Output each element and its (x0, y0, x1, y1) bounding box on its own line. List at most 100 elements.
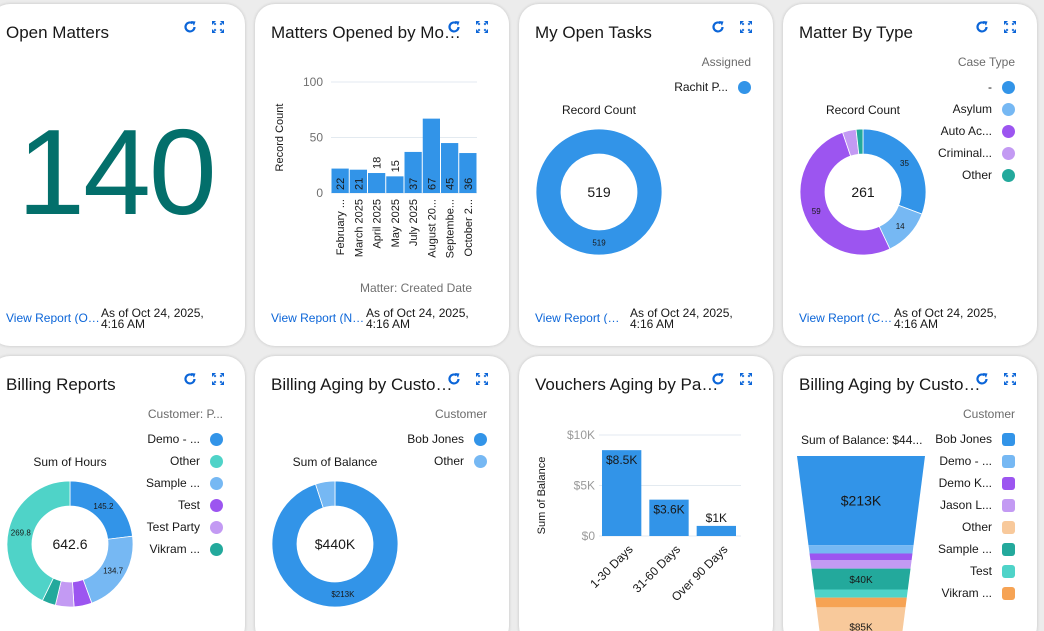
refresh-icon[interactable] (975, 20, 989, 34)
bar[interactable] (696, 525, 736, 536)
bar[interactable] (331, 168, 349, 193)
legend-item[interactable]: Auto Ac... (938, 120, 1015, 142)
bar-value-label: 21 (353, 178, 365, 190)
y-tick-label: $5K (574, 479, 595, 493)
refresh-icon[interactable] (975, 372, 989, 386)
bar[interactable] (386, 176, 404, 193)
view-report-link[interactable]: View Report (C… (799, 311, 893, 324)
bar[interactable] (368, 173, 386, 193)
expand-icon[interactable] (1003, 372, 1017, 386)
legend-item[interactable]: Criminal... (938, 142, 1015, 164)
chart-caption: Sum of Balance: $44... (801, 433, 923, 447)
slice-label: 145.2 (93, 502, 114, 511)
refresh-icon[interactable] (711, 372, 725, 386)
bar[interactable] (459, 153, 477, 193)
legend-item[interactable]: Asylum (938, 98, 1015, 120)
refresh-icon[interactable] (447, 372, 461, 386)
refresh-icon[interactable] (711, 20, 725, 34)
legend-swatch (474, 432, 487, 446)
donut-slice[interactable] (862, 128, 927, 215)
view-report-link[interactable]: View Report (… (535, 311, 620, 324)
as-of-line2: 4:16 AM (366, 317, 411, 331)
matter-type-donut: 35 14 59 261 (799, 128, 927, 256)
card-actions (975, 372, 1017, 386)
legend-label: Criminal... (937, 146, 992, 160)
legend-item[interactable]: Demo - ... (935, 450, 1015, 472)
legend-swatch (210, 476, 223, 490)
funnel-segment[interactable] (811, 568, 911, 590)
legend-item[interactable]: Other (935, 516, 1015, 538)
refresh-icon[interactable] (447, 20, 461, 34)
legend-item[interactable]: Test (935, 560, 1015, 582)
legend-label: Rachit P... (674, 80, 728, 94)
card-actions (447, 372, 489, 386)
donut-slice[interactable] (535, 128, 663, 256)
funnel-segment[interactable] (810, 560, 912, 569)
donut-slice[interactable] (855, 128, 864, 155)
as-of-line1: As of Oct 24, 2025, (366, 306, 469, 320)
bar[interactable] (422, 118, 440, 193)
expand-icon[interactable] (211, 20, 225, 34)
funnel-segment[interactable] (816, 607, 906, 631)
view-report-link[interactable]: View Report (O… (6, 311, 100, 324)
funnel-segment[interactable] (815, 597, 907, 608)
legend-label: Other (961, 520, 992, 534)
card-footer: View Report (N… As of Oct 24, 2025, 4:16 … (271, 306, 509, 331)
legend-item[interactable]: Bob Jones (935, 428, 1015, 450)
donut-slice[interactable] (799, 131, 891, 256)
refresh-icon[interactable] (183, 372, 197, 386)
expand-icon[interactable] (475, 20, 489, 34)
as-of-line2: 4:16 AM (894, 317, 939, 331)
legend-item[interactable]: Test Party (146, 516, 223, 538)
bar[interactable] (404, 151, 422, 193)
legend-item[interactable]: Sample ... (146, 472, 223, 494)
legend-item[interactable]: Jason L... (935, 494, 1015, 516)
funnel-segment[interactable] (797, 456, 925, 546)
bar[interactable] (349, 169, 367, 193)
funnel-segment[interactable] (808, 545, 914, 554)
donut-slice[interactable] (315, 480, 336, 509)
expand-icon[interactable] (211, 372, 225, 386)
legend-item[interactable]: - (938, 76, 1015, 98)
expand-icon[interactable] (1003, 20, 1017, 34)
legend-label: Asylum (952, 102, 992, 116)
legend-item[interactable]: Rachit P... (674, 76, 751, 98)
legend-item[interactable]: Demo - ... (146, 428, 223, 450)
legend-label: Other (433, 454, 464, 468)
bar-value-label: 18 (372, 157, 384, 169)
funnel-segment[interactable] (809, 553, 913, 561)
funnel-label: $40K (849, 575, 873, 586)
chart-caption: Sum of Hours (33, 455, 107, 469)
legend-item[interactable]: Other (407, 450, 487, 472)
legend-swatch (210, 542, 223, 556)
legend-swatch (1002, 520, 1015, 534)
expand-icon[interactable] (475, 372, 489, 386)
expand-icon[interactable] (739, 20, 753, 34)
slice-label: 59 (812, 207, 821, 216)
legend: Rachit P... (674, 76, 751, 98)
legend-item[interactable]: Vikram ... (146, 538, 223, 560)
legend-item[interactable]: Demo K... (935, 472, 1015, 494)
legend-swatch (1002, 102, 1015, 116)
legend-label: Jason L... (939, 498, 992, 512)
bar[interactable] (602, 450, 642, 536)
y-tick-label: $10K (567, 428, 595, 442)
bar[interactable] (441, 143, 459, 193)
card-actions (183, 372, 225, 386)
legend-item[interactable]: Other (938, 164, 1015, 186)
donut-slice[interactable] (271, 480, 399, 608)
as-of-line1: As of Oct 24, 2025, (101, 306, 204, 320)
legend-label: Demo - ... (939, 454, 992, 468)
legend-item[interactable]: Other (146, 450, 223, 472)
donut-slice[interactable] (6, 480, 71, 602)
legend-item[interactable]: Sample ... (935, 538, 1015, 560)
legend-item[interactable]: Bob Jones (407, 428, 487, 450)
funnel-segment[interactable] (814, 589, 908, 598)
expand-icon[interactable] (739, 372, 753, 386)
legend-item[interactable]: Test (146, 494, 223, 516)
view-report-link[interactable]: View Report (N… (271, 311, 365, 324)
refresh-icon[interactable] (183, 20, 197, 34)
legend-item[interactable]: Vikram ... (935, 582, 1015, 604)
bar[interactable] (649, 499, 689, 536)
card-actions (711, 20, 753, 34)
